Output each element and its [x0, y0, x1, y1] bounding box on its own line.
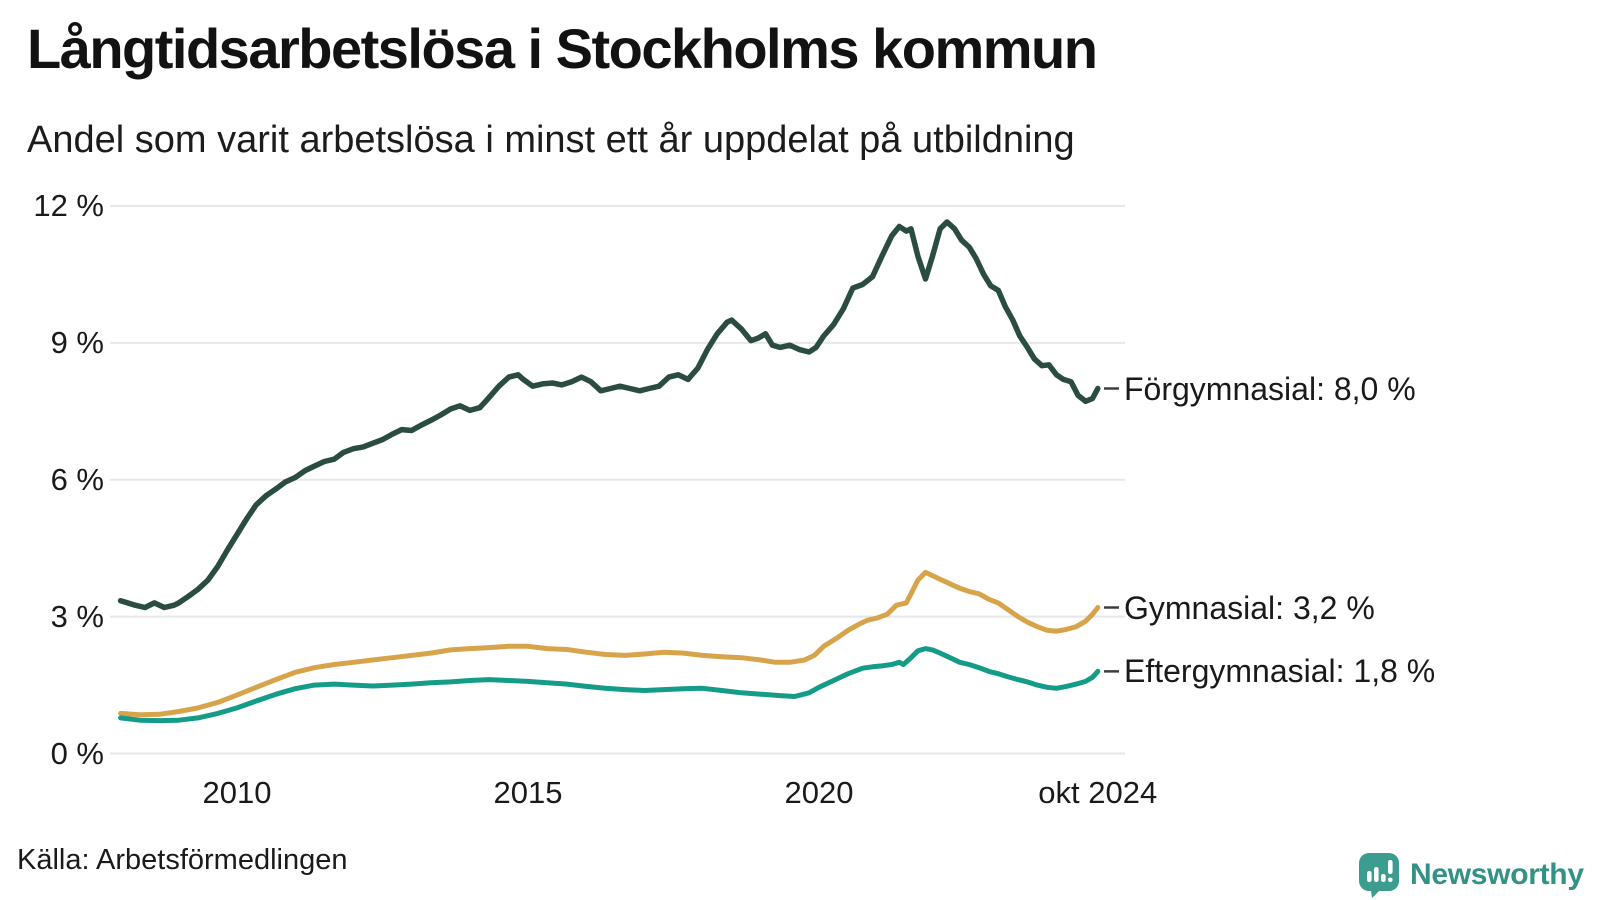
x-axis-tick-label: 2015	[493, 775, 563, 810]
y-axis-tick-label: 6 %	[50, 461, 104, 497]
x-axis-tick-label: 2020	[784, 775, 854, 810]
y-axis-tick-label: 3 %	[50, 598, 104, 634]
y-axis-tick-label: 12 %	[33, 188, 104, 223]
brand-name: Newsworthy	[1410, 858, 1584, 891]
source-note: Källa: Arbetsförmedlingen	[17, 844, 348, 876]
y-axis-tick-label: 9 %	[50, 324, 104, 360]
brand-logo: Newsworthy	[1358, 852, 1584, 898]
series-line-förgymnasial	[117, 219, 1101, 611]
y-axis-tick-label: 0 %	[50, 735, 104, 771]
chart-subtitle: Andel som varit arbetslösa i minst ett å…	[27, 119, 1075, 161]
series-end-label-förgymnasial: Förgymnasial: 8,0 %	[1124, 370, 1416, 407]
chart-title: Långtidsarbetslösa i Stockholms kommun	[27, 17, 1098, 80]
series-end-label-gymnasial: Gymnasial: 3,2 %	[1124, 589, 1375, 626]
series-line-gymnasial	[118, 569, 1101, 718]
series-line-eftergymnasial	[118, 646, 1101, 724]
x-axis-tick-label: okt 2024	[1038, 775, 1158, 810]
newsworthy-speech-bubble-icon	[1359, 853, 1399, 898]
x-axis-tick-label: 2010	[202, 775, 272, 810]
bubble-shape	[1359, 853, 1399, 898]
series-end-label-eftergymnasial: Eftergymnasial: 1,8 %	[1124, 653, 1436, 690]
